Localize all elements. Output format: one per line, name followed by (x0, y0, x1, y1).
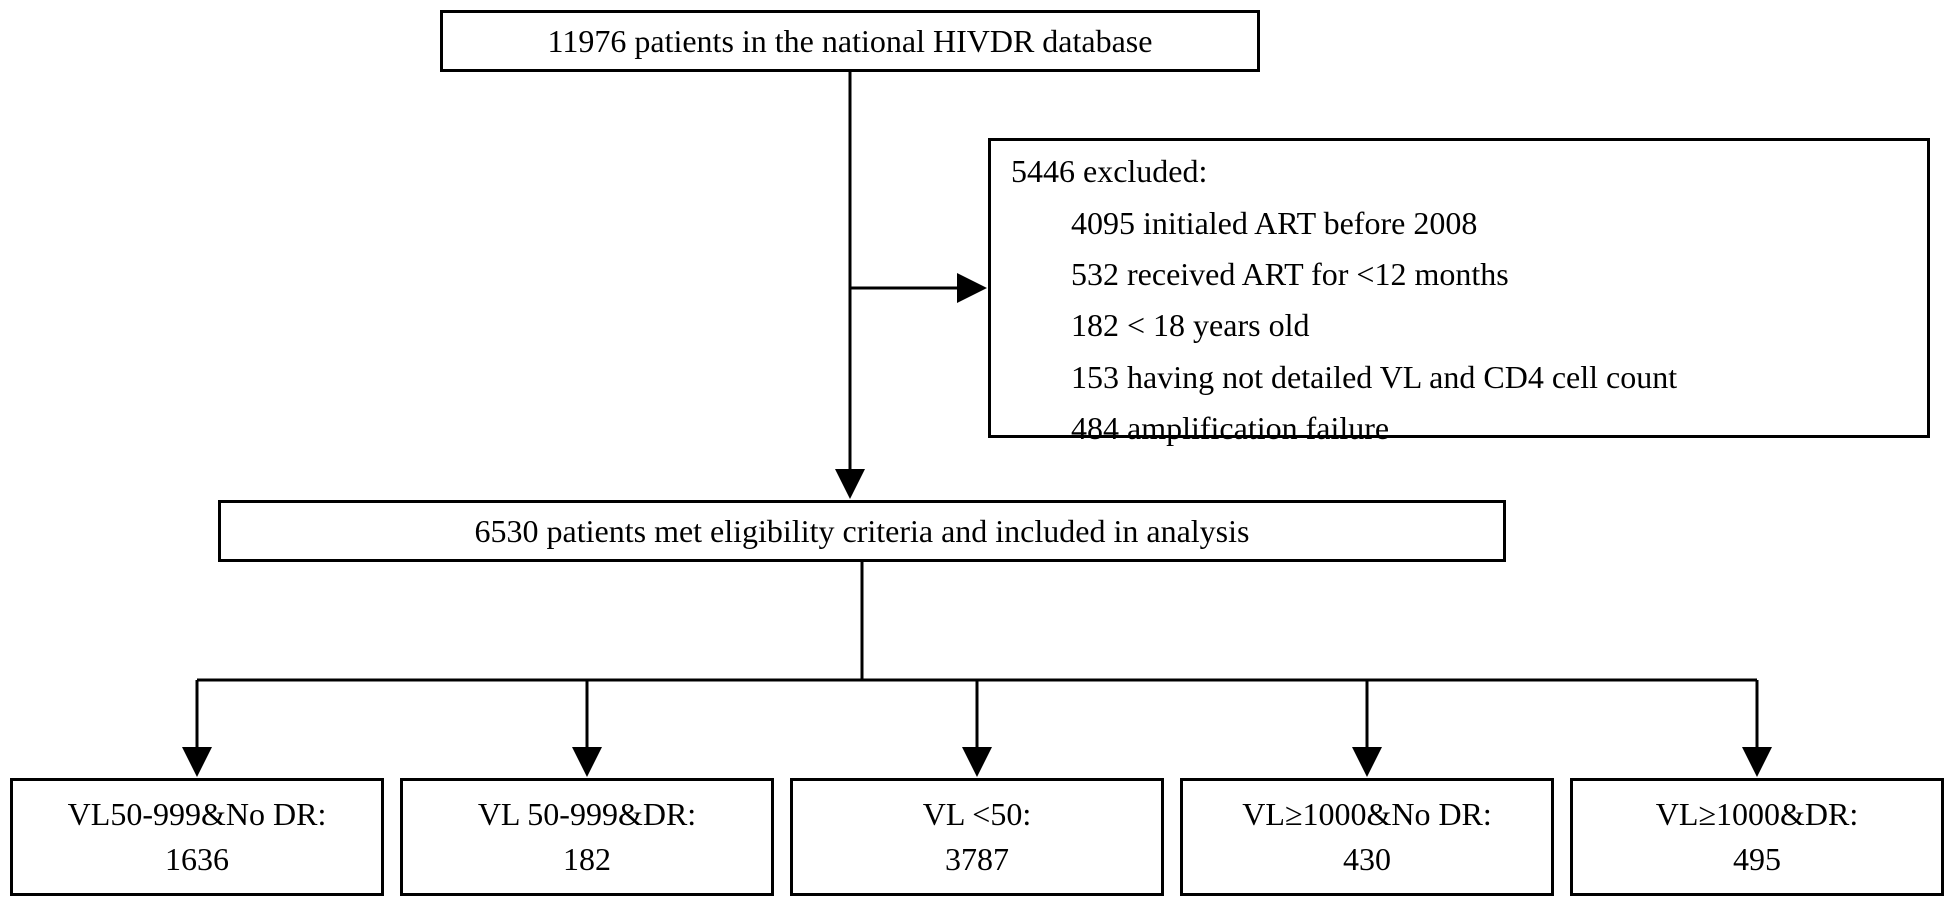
excluded-item: 4095 initialed ART before 2008 (1011, 198, 1477, 249)
outcome-label-bottom: 182 (563, 837, 611, 882)
outcome-label-top: VL≥1000&No DR: (1242, 792, 1492, 837)
node-top-label: 11976 patients in the national HIVDR dat… (548, 19, 1153, 64)
outcome-label-top: VL50-999&No DR: (68, 792, 327, 837)
node-eligible-label: 6530 patients met eligibility criteria a… (475, 509, 1250, 554)
node-top: 11976 patients in the national HIVDR dat… (440, 10, 1260, 72)
outcome-label-top: VL≥1000&DR: (1656, 792, 1858, 837)
outcome-label-top: VL <50: (923, 792, 1031, 837)
node-outcome-2: VL 50-999&DR: 182 (400, 778, 774, 896)
outcome-label-bottom: 3787 (945, 837, 1009, 882)
excluded-item: 182 < 18 years old (1011, 300, 1309, 351)
outcome-label-bottom: 430 (1343, 837, 1391, 882)
node-outcome-1: VL50-999&No DR: 1636 (10, 778, 384, 896)
node-outcome-4: VL≥1000&No DR: 430 (1180, 778, 1554, 896)
excluded-item: 153 having not detailed VL and CD4 cell … (1011, 352, 1677, 403)
excluded-item: 484 amplification failure (1011, 403, 1389, 454)
outcome-label-top: VL 50-999&DR: (478, 792, 696, 837)
excluded-item: 532 received ART for <12 months (1011, 249, 1509, 300)
excluded-header: 5446 excluded: (1011, 153, 1207, 190)
node-eligible: 6530 patients met eligibility criteria a… (218, 500, 1506, 562)
node-excluded: 5446 excluded: 4095 initialed ART before… (988, 138, 1930, 438)
node-outcome-3: VL <50: 3787 (790, 778, 1164, 896)
outcome-label-bottom: 495 (1733, 837, 1781, 882)
flowchart-connectors (0, 0, 1958, 904)
outcome-label-bottom: 1636 (165, 837, 229, 882)
node-outcome-5: VL≥1000&DR: 495 (1570, 778, 1944, 896)
